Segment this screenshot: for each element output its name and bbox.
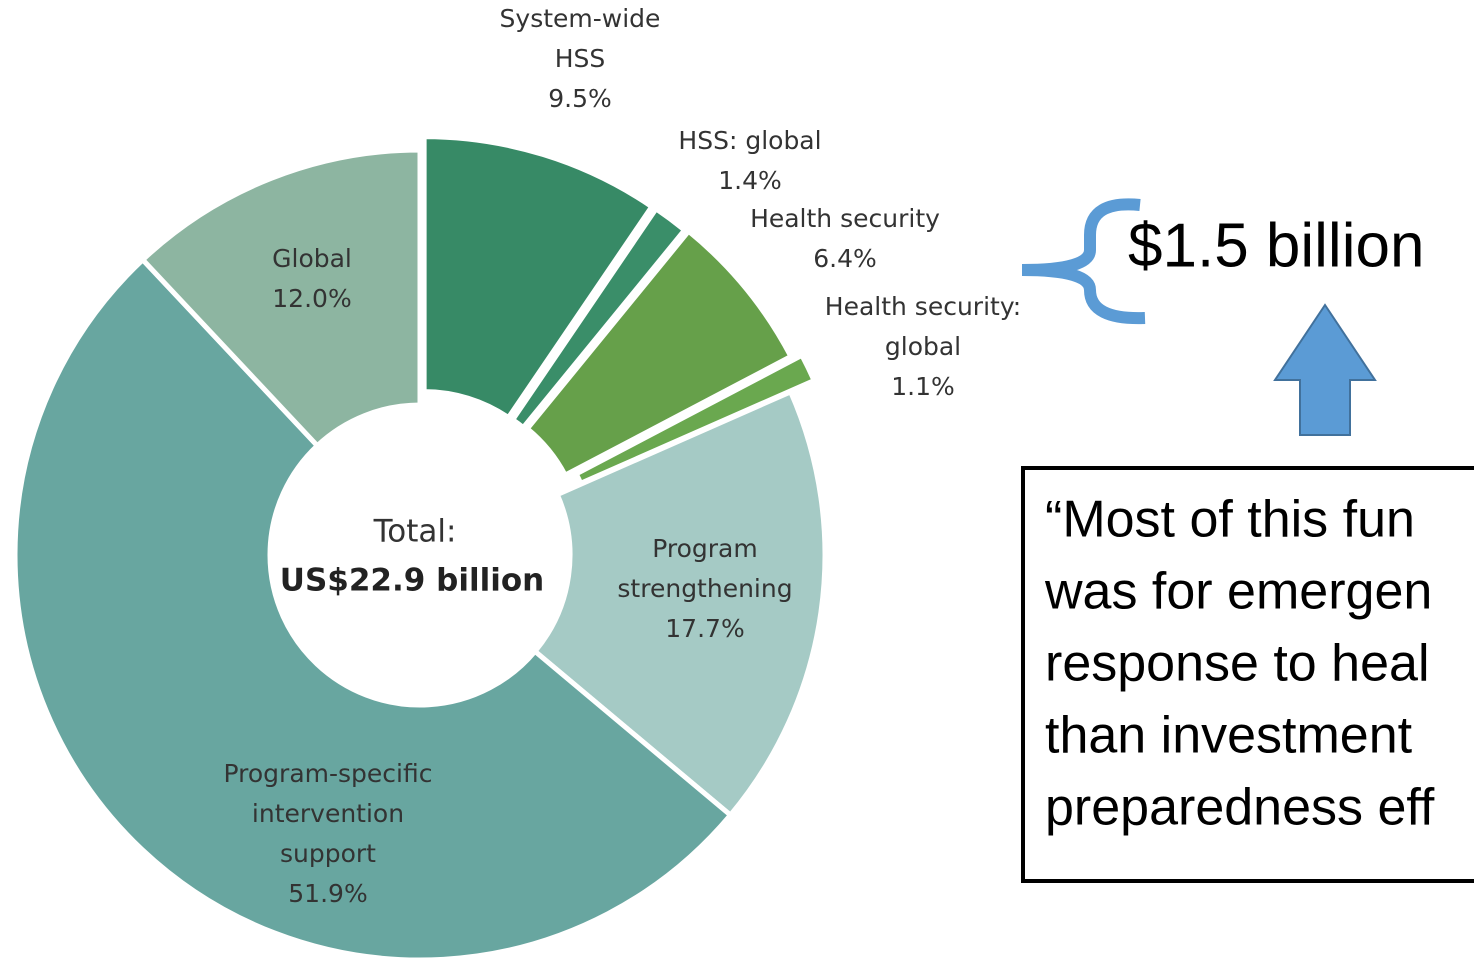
quote-line: than investment — [1045, 707, 1413, 765]
center-label: Total: — [373, 514, 457, 550]
slice-label: Health security: — [825, 292, 1021, 321]
slice-label: HSS — [555, 44, 606, 73]
quote-line: “Most of this fun — [1045, 491, 1415, 549]
slice-value: 1.4% — [718, 166, 782, 195]
slice-label: Global — [272, 244, 352, 273]
slice-label: Program-specific — [224, 759, 433, 788]
slice — [12, 256, 734, 958]
slice-label: strengthening — [617, 574, 792, 603]
slice-label: global — [885, 332, 961, 361]
slice — [421, 134, 656, 422]
quote: “Most of this fun was for emergen response… — [1044, 491, 1435, 837]
slice — [523, 227, 795, 479]
center-value: US$22.9 billion — [280, 563, 544, 599]
slice-value: 17.7% — [665, 614, 744, 643]
slice — [139, 147, 423, 450]
annotation: $1.5 billion — [1128, 211, 1424, 280]
slice-value: 6.4% — [813, 244, 877, 273]
slice-value: 9.5% — [548, 84, 612, 113]
slice-label: intervention — [252, 799, 404, 828]
slice — [509, 205, 689, 432]
brace — [1021, 198, 1146, 325]
slice-label: Program — [652, 534, 757, 563]
slice-label: Health security — [750, 204, 940, 233]
slice-label: System-wide — [500, 4, 661, 33]
slice-label: support — [280, 839, 376, 868]
slice-value: 1.1% — [891, 372, 955, 401]
quote-line: preparedness eff — [1045, 779, 1435, 837]
quote-line: response to heal — [1045, 635, 1430, 693]
slice-value: 12.0% — [272, 284, 351, 313]
quote-line: was for emergen — [1044, 563, 1432, 621]
quote-box — [1021, 466, 1474, 883]
slice-value: 51.9% — [288, 879, 367, 908]
slice-label: HSS: global — [678, 126, 821, 155]
donut — [12, 134, 828, 958]
arrow — [1273, 303, 1377, 436]
